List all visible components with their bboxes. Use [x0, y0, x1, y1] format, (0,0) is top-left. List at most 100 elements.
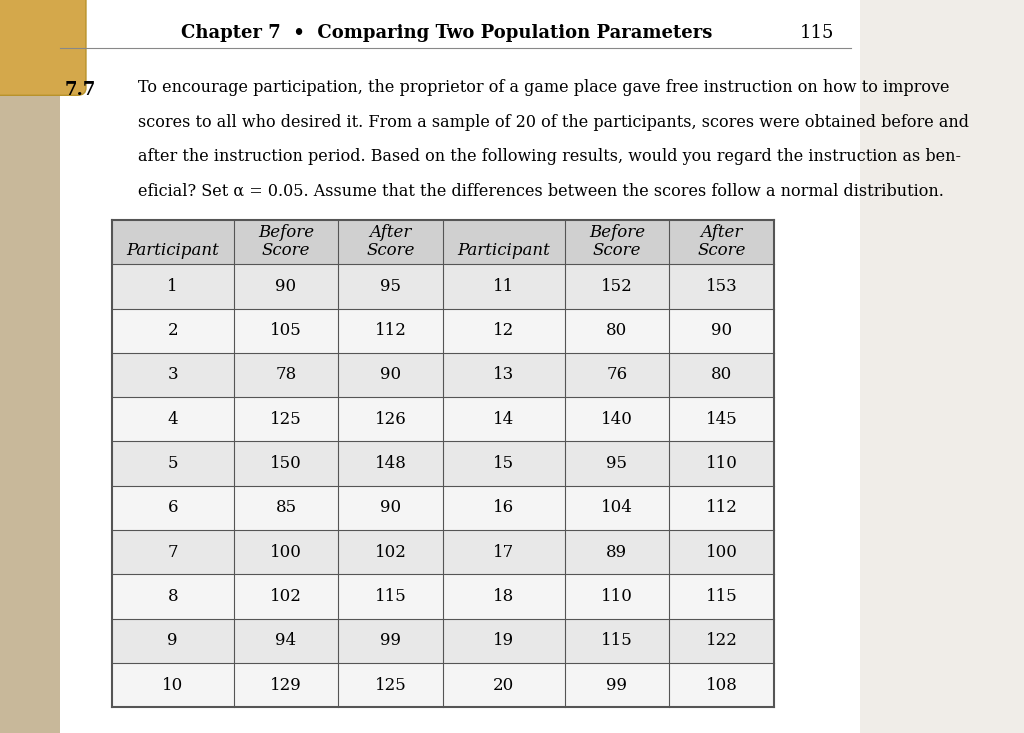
- Text: scores to all who desired it. From a sample of 20 of the participants, scores we: scores to all who desired it. From a sam…: [137, 114, 969, 130]
- Text: 95: 95: [606, 455, 628, 472]
- Text: 78: 78: [275, 366, 297, 383]
- Text: 99: 99: [606, 677, 628, 693]
- Text: Participant: Participant: [458, 242, 550, 259]
- Text: 105: 105: [270, 323, 302, 339]
- Bar: [233, 486, 338, 530]
- Text: 15: 15: [494, 455, 514, 472]
- Text: Before: Before: [258, 224, 314, 241]
- Bar: [669, 397, 774, 441]
- Bar: [669, 530, 774, 575]
- Bar: [233, 441, 338, 486]
- Bar: [669, 619, 774, 663]
- Text: 126: 126: [375, 410, 407, 428]
- Text: 110: 110: [601, 588, 633, 605]
- Bar: [112, 530, 233, 575]
- Bar: [564, 486, 669, 530]
- Bar: [564, 353, 669, 397]
- Text: 102: 102: [270, 588, 302, 605]
- Bar: [233, 397, 338, 441]
- Bar: [669, 441, 774, 486]
- Text: 12: 12: [493, 323, 514, 339]
- Bar: [564, 397, 669, 441]
- Bar: [0, 0, 60, 733]
- Text: 17: 17: [493, 544, 514, 561]
- FancyBboxPatch shape: [0, 0, 86, 95]
- Text: 125: 125: [375, 677, 407, 693]
- Text: After: After: [700, 224, 742, 241]
- Bar: [338, 220, 442, 264]
- Text: 8: 8: [167, 588, 178, 605]
- Text: 80: 80: [711, 366, 732, 383]
- Bar: [442, 530, 564, 575]
- Text: 90: 90: [711, 323, 732, 339]
- Text: 9: 9: [168, 633, 178, 649]
- Bar: [112, 309, 233, 353]
- Bar: [669, 220, 774, 264]
- Bar: [338, 663, 442, 707]
- Text: 11: 11: [493, 278, 514, 295]
- Bar: [442, 309, 564, 353]
- Text: 1: 1: [167, 278, 178, 295]
- Text: 112: 112: [375, 323, 407, 339]
- Text: 7.7: 7.7: [65, 81, 96, 99]
- Text: 76: 76: [606, 366, 628, 383]
- Bar: [233, 575, 338, 619]
- Bar: [112, 397, 233, 441]
- Bar: [112, 486, 233, 530]
- Bar: [233, 353, 338, 397]
- Text: 100: 100: [706, 544, 737, 561]
- Text: 110: 110: [706, 455, 737, 472]
- Bar: [112, 575, 233, 619]
- Text: After: After: [370, 224, 412, 241]
- Text: 14: 14: [493, 410, 514, 428]
- Bar: [564, 663, 669, 707]
- Text: Before: Before: [589, 224, 645, 241]
- Text: 80: 80: [606, 323, 628, 339]
- Text: after the instruction period. Based on the following results, would you regard t: after the instruction period. Based on t…: [137, 148, 961, 165]
- Bar: [233, 309, 338, 353]
- Text: 108: 108: [706, 677, 737, 693]
- Bar: [112, 663, 233, 707]
- Text: 3: 3: [167, 366, 178, 383]
- Bar: [442, 663, 564, 707]
- Text: 112: 112: [706, 499, 737, 517]
- Text: 148: 148: [375, 455, 407, 472]
- Text: 95: 95: [380, 278, 401, 295]
- Bar: [233, 264, 338, 309]
- Text: Score: Score: [367, 242, 415, 259]
- Bar: [669, 264, 774, 309]
- Bar: [112, 264, 233, 309]
- Text: Score: Score: [593, 242, 641, 259]
- Text: 102: 102: [375, 544, 407, 561]
- Bar: [442, 397, 564, 441]
- Text: 152: 152: [601, 278, 633, 295]
- Bar: [233, 619, 338, 663]
- Text: 122: 122: [706, 633, 737, 649]
- Text: 6: 6: [168, 499, 178, 517]
- Text: 90: 90: [275, 278, 297, 295]
- Bar: [233, 530, 338, 575]
- Bar: [669, 575, 774, 619]
- Text: 13: 13: [493, 366, 514, 383]
- Bar: [233, 663, 338, 707]
- Text: 2: 2: [167, 323, 178, 339]
- Bar: [112, 441, 233, 486]
- Bar: [669, 663, 774, 707]
- Text: 5: 5: [168, 455, 178, 472]
- Bar: [338, 530, 442, 575]
- Text: 85: 85: [275, 499, 297, 517]
- Bar: [564, 530, 669, 575]
- Bar: [338, 353, 442, 397]
- Bar: [564, 309, 669, 353]
- Text: 150: 150: [270, 455, 302, 472]
- Text: 115: 115: [706, 588, 737, 605]
- Bar: [338, 397, 442, 441]
- Text: 16: 16: [494, 499, 514, 517]
- Bar: [564, 575, 669, 619]
- Text: 90: 90: [380, 366, 401, 383]
- Bar: [564, 264, 669, 309]
- Text: 94: 94: [275, 633, 297, 649]
- Text: 153: 153: [706, 278, 737, 295]
- Bar: [338, 486, 442, 530]
- Bar: [338, 441, 442, 486]
